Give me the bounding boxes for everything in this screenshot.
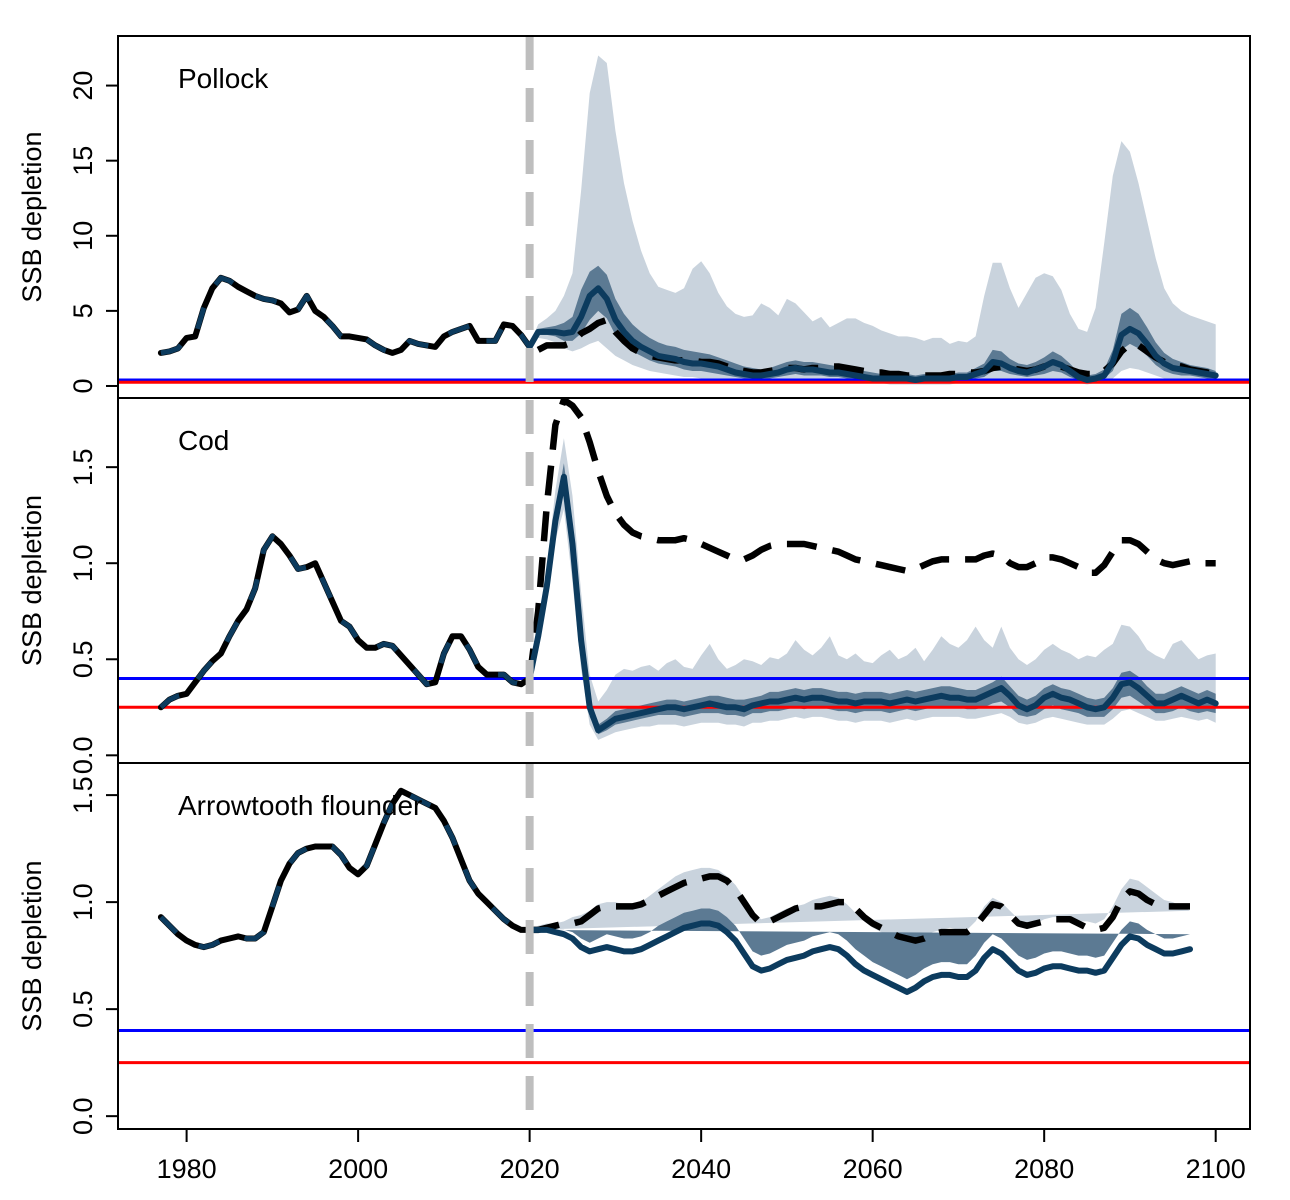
cod-y-tick-label: 0.5 [68,641,98,679]
cod-y-axis: 0.0 0.5 1.0 1.5 SSB depletion [17,448,119,775]
pollock-panel-title: Pollock [178,63,269,94]
cod-dashed-line [526,398,1216,679]
cod-y-tick-label: 1.0 [68,544,98,582]
pollock-y-axis: 0 5 10 15 20 SSB depletion [17,71,119,394]
panel-arrowtooth-flounder [118,787,1250,1065]
panel-cod [118,398,1250,740]
x-tick-label: 2100 [1186,1154,1246,1184]
pollock-history-line [157,274,533,356]
arrowtooth-flounder-outer-band [529,867,1190,945]
arrowtooth-flounder-panel-title: Arrowtooth flounder [178,790,422,821]
panels-layer: Pollock 0 5 10 15 20 SSB depletion Cod 0.0 0.5 1.0… [17,55,1250,1135]
pollock-outer-band [529,55,1216,385]
pollock-y-tick-label: 0 [68,378,98,393]
pollock-y-axis-label: SSB depletion [17,131,47,302]
arrowtooth-flounder-median-line [526,920,1193,995]
cod-y-tick-label: 1.5 [68,448,98,486]
pollock-y-tick-label: 20 [68,71,98,101]
x-tick-label: 2060 [843,1154,903,1184]
arrowtooth-flounder-dashed-line [529,873,1190,944]
x-tick-label: 2080 [1014,1154,1074,1184]
arrowtooth-flounder-y-tick-label: 1.0 [68,883,98,921]
arrowtooth-flounder-y-tick-label: 0.0 [68,1097,98,1135]
pollock-inner-band [529,265,1216,382]
x-tick-label: 2040 [671,1154,731,1184]
cod-y-tick-label: 0.0 [68,737,98,775]
x-tick-label: 1980 [157,1154,217,1184]
cod-median-line [526,473,1219,734]
arrowtooth-flounder-history-line-overlay [159,788,530,950]
x-tick-label: 2020 [500,1154,560,1184]
x-axis: 1980 2000 2020 2040 2060 2080 2100 [157,1128,1246,1184]
pollock-y-tick-label: 5 [68,303,98,318]
cod-y-axis-label: SSB depletion [17,495,47,666]
cod-panel-title: Cod [178,425,229,456]
pollock-y-tick-label: 15 [68,146,98,176]
arrowtooth-flounder-y-tick-label: 1.5 [68,776,98,814]
pollock-history-line-overlay [160,275,532,356]
pollock-y-tick-label: 10 [68,221,98,251]
panel-pollock [118,55,1250,385]
arrowtooth-flounder-y-tick-label: 0.5 [68,990,98,1028]
cod-history-line-overlay [159,533,531,710]
x-tick-label: 2000 [328,1154,388,1184]
pollock-median-line [526,285,1219,383]
arrowtooth-flounder-y-axis: 0.0 0.5 1.0 1.5 SSB depletion [17,776,119,1135]
arrowtooth-flounder-y-axis-label: SSB depletion [17,860,47,1031]
cod-outer-band [529,438,1216,740]
frame-layer [117,35,1251,1130]
